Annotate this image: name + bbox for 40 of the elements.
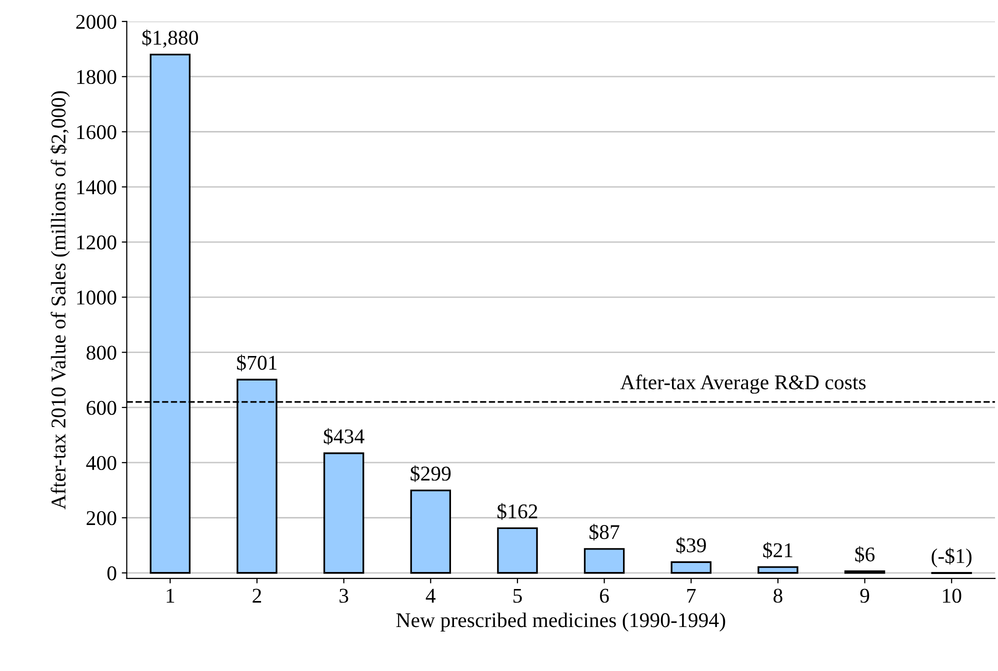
bar <box>497 527 538 574</box>
x-tick-label: 2 <box>252 588 262 603</box>
x-tick-label: 1 <box>166 588 174 603</box>
data-label: $434 <box>324 428 364 445</box>
y-tick-label: 400 <box>86 456 116 470</box>
data-label: $701 <box>237 354 277 372</box>
x-tick-label: 3 <box>340 588 348 603</box>
data-label: $162 <box>498 503 538 520</box>
y-tick-label: 0 <box>107 566 116 580</box>
x-tick-label: 6 <box>600 588 609 603</box>
bar <box>670 561 712 574</box>
x-tick-label: 8 <box>774 588 782 603</box>
x-tick-label: 9 <box>860 588 870 603</box>
data-label: $21 <box>763 542 792 559</box>
x-tick-label: 10 <box>943 588 962 603</box>
y-tick-label: 1800 <box>77 70 116 84</box>
y-tick-label: 1000 <box>77 290 116 305</box>
ref-line-label: After-tax Average R&D costs <box>620 374 866 394</box>
x-axis-title: New prescribed medicines (1990-1994) <box>396 612 726 632</box>
data-label: $6 <box>855 546 875 563</box>
x-tick-label: 4 <box>426 588 436 603</box>
x-tick-label: 7 <box>687 588 696 603</box>
data-label: $87 <box>590 524 620 540</box>
y-tick-label: 2000 <box>76 14 116 29</box>
y-tick-label: 200 <box>86 511 116 526</box>
bar <box>584 548 625 574</box>
y-tick-label: 1200 <box>77 235 116 250</box>
data-label: $299 <box>410 465 451 482</box>
data-label: $39 <box>676 537 706 554</box>
y-tick-label: 600 <box>86 400 116 415</box>
y-tick-label: 1600 <box>77 125 116 140</box>
data-label: $1,880 <box>142 29 198 48</box>
bar <box>758 566 798 574</box>
y-tick-label: 800 <box>86 346 116 360</box>
y-tick-label: 1400 <box>77 180 116 194</box>
x-tick-label: 5 <box>513 588 522 603</box>
data-label: (-$1) <box>932 548 972 568</box>
bar <box>410 490 452 574</box>
bar <box>323 452 364 574</box>
y-axis-title: After-tax 2010 Value of Sales (millions of $2,000) <box>50 91 70 510</box>
